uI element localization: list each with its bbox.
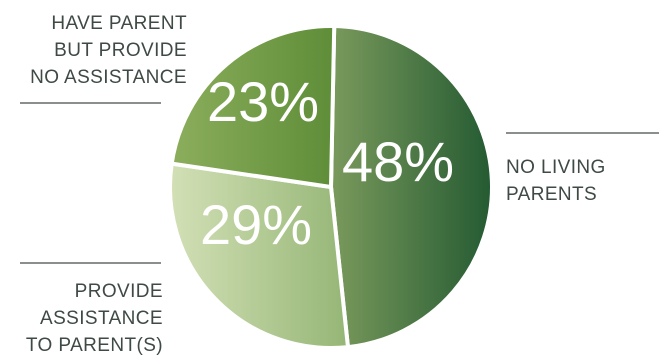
label-have-parent-no-assistance: HAVE PARENT BUT PROVIDE NO ASSISTANCE xyxy=(30,13,187,88)
pct-no-living-parents: 48% xyxy=(342,130,454,193)
divider-have-parent xyxy=(20,102,161,104)
slice-have-parent-no-assistance xyxy=(169,24,337,189)
label-no-living-parents: NO LIVING PARENTS xyxy=(506,157,606,205)
slice-provide-assistance xyxy=(168,161,350,350)
pct-provide-assistance: 29% xyxy=(200,193,312,256)
label-provide-assistance: PROVIDE ASSISTANCE TO PARENT(S) xyxy=(25,281,163,356)
pct-have-parent-no-assistance: 23% xyxy=(207,70,319,133)
divider-no-living xyxy=(506,132,659,134)
divider-provide-assistance xyxy=(20,262,161,264)
slice-no-living-parents xyxy=(329,24,494,350)
